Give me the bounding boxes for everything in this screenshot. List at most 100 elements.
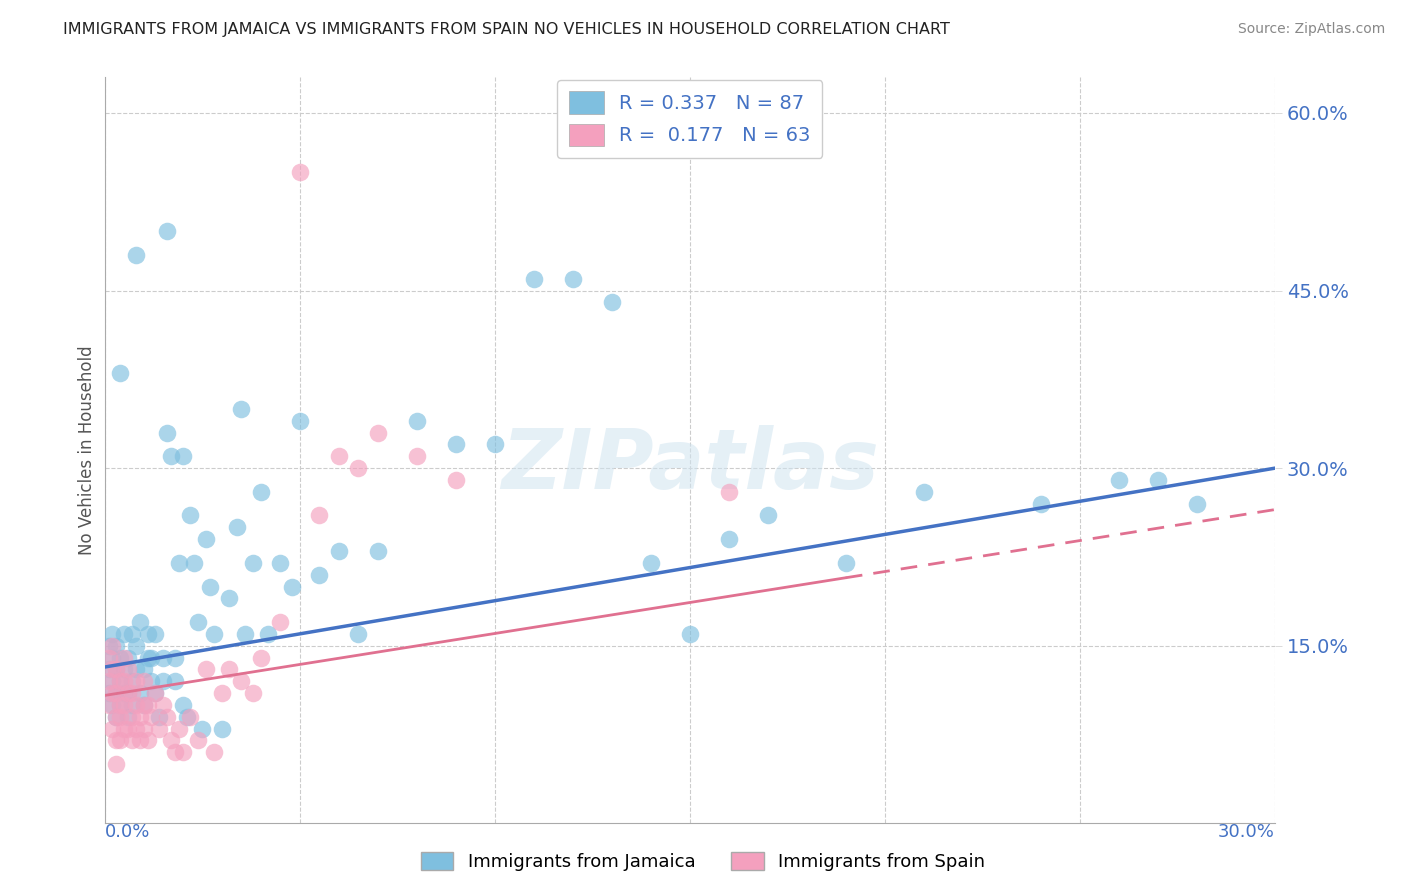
Point xyxy=(125,639,148,653)
Point xyxy=(108,650,131,665)
Point xyxy=(679,627,702,641)
Point xyxy=(231,401,253,416)
Point xyxy=(97,650,120,665)
Point xyxy=(444,437,467,451)
Text: ZIPatlas: ZIPatlas xyxy=(501,425,879,506)
Point xyxy=(121,698,143,712)
Text: 0.0%: 0.0% xyxy=(104,823,150,841)
Point xyxy=(152,650,174,665)
Point xyxy=(269,615,291,629)
Point xyxy=(97,639,120,653)
Point xyxy=(143,686,166,700)
Point xyxy=(112,722,135,736)
Point xyxy=(218,591,240,606)
Point xyxy=(112,674,135,689)
Point xyxy=(835,556,858,570)
Point xyxy=(97,686,120,700)
Point xyxy=(561,271,583,285)
Point xyxy=(101,639,124,653)
Point xyxy=(152,698,174,712)
Point xyxy=(912,484,935,499)
Point xyxy=(112,650,135,665)
Point xyxy=(117,650,139,665)
Point xyxy=(167,722,190,736)
Point xyxy=(288,414,311,428)
Point xyxy=(141,674,163,689)
Point xyxy=(233,627,256,641)
Point xyxy=(172,450,194,464)
Point xyxy=(405,414,427,428)
Point xyxy=(211,686,233,700)
Point xyxy=(105,686,128,700)
Point xyxy=(132,698,155,712)
Point xyxy=(125,248,148,262)
Point xyxy=(183,556,205,570)
Point xyxy=(121,674,143,689)
Point xyxy=(600,295,623,310)
Point xyxy=(160,733,183,747)
Point xyxy=(101,722,124,736)
Point xyxy=(132,722,155,736)
Point xyxy=(405,450,427,464)
Point xyxy=(249,484,271,499)
Point xyxy=(132,662,155,676)
Point xyxy=(202,627,225,641)
Point xyxy=(132,674,155,689)
Legend: Immigrants from Jamaica, Immigrants from Spain: Immigrants from Jamaica, Immigrants from… xyxy=(413,845,993,879)
Point xyxy=(717,484,740,499)
Point xyxy=(125,662,148,676)
Point xyxy=(367,425,389,440)
Point xyxy=(136,698,159,712)
Point xyxy=(187,615,209,629)
Point xyxy=(231,674,253,689)
Point xyxy=(141,650,163,665)
Point xyxy=(172,745,194,759)
Point xyxy=(117,710,139,724)
Point xyxy=(117,662,139,676)
Point xyxy=(97,662,120,676)
Point xyxy=(108,710,131,724)
Point xyxy=(195,532,218,546)
Point xyxy=(328,544,350,558)
Point xyxy=(105,710,128,724)
Point xyxy=(105,757,128,772)
Point xyxy=(156,425,179,440)
Legend: R = 0.337   N = 87, R =  0.177   N = 63: R = 0.337 N = 87, R = 0.177 N = 63 xyxy=(557,79,823,158)
Point xyxy=(105,662,128,676)
Point xyxy=(179,710,201,724)
Point xyxy=(136,733,159,747)
Point xyxy=(172,698,194,712)
Point xyxy=(156,710,179,724)
Point xyxy=(105,710,128,724)
Point xyxy=(218,662,240,676)
Point xyxy=(148,710,170,724)
Point xyxy=(202,745,225,759)
Point xyxy=(269,556,291,570)
Point xyxy=(117,686,139,700)
Point xyxy=(105,662,128,676)
Point xyxy=(112,662,135,676)
Point xyxy=(160,450,183,464)
Point xyxy=(249,650,271,665)
Point xyxy=(242,686,264,700)
Point xyxy=(105,639,128,653)
Point xyxy=(163,650,186,665)
Point xyxy=(105,733,128,747)
Point xyxy=(226,520,249,534)
Point xyxy=(108,674,131,689)
Point xyxy=(308,567,330,582)
Point xyxy=(112,627,135,641)
Point xyxy=(125,674,148,689)
Point xyxy=(211,722,233,736)
Point xyxy=(112,698,135,712)
Point xyxy=(257,627,280,641)
Point xyxy=(1108,473,1130,487)
Text: Source: ZipAtlas.com: Source: ZipAtlas.com xyxy=(1237,22,1385,37)
Point xyxy=(101,686,124,700)
Point xyxy=(128,615,150,629)
Point xyxy=(198,580,221,594)
Point xyxy=(105,686,128,700)
Point xyxy=(640,556,662,570)
Point xyxy=(101,698,124,712)
Point xyxy=(195,662,218,676)
